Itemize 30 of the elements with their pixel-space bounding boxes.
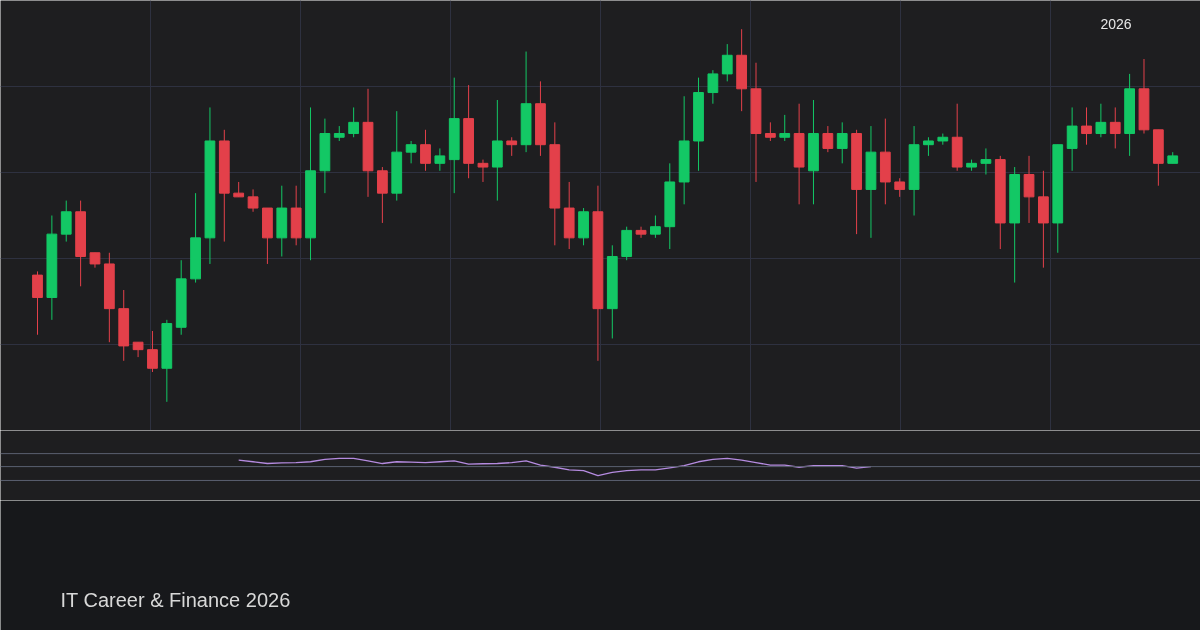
candlestick <box>376 166 388 224</box>
candlestick <box>707 69 719 105</box>
candlestick <box>1109 106 1121 149</box>
candlestick <box>822 125 834 153</box>
candlestick <box>1023 155 1035 224</box>
candlestick <box>348 106 360 138</box>
candlestick <box>635 226 647 239</box>
candlestick <box>1081 106 1092 146</box>
text: IT Career & Finance 2026 <box>60 588 291 611</box>
candlestick <box>477 159 489 183</box>
candlestick <box>434 147 446 172</box>
candlestick <box>923 136 934 157</box>
annotation: 2026 <box>1100 15 1132 32</box>
candlestick <box>1095 103 1107 138</box>
candlestick <box>779 114 791 142</box>
candlestick <box>894 177 906 198</box>
candlestick <box>247 188 259 213</box>
candlestick <box>721 43 733 82</box>
candlestick <box>506 136 518 157</box>
candlestick <box>764 121 776 142</box>
candlestick <box>132 341 144 358</box>
candlestick <box>60 200 72 243</box>
candlestick <box>147 330 158 373</box>
candlestick <box>405 140 417 164</box>
candlestick <box>836 121 848 164</box>
candlestick <box>980 147 992 176</box>
candlestick <box>1066 106 1078 172</box>
candlestick <box>32 270 43 336</box>
candlestick <box>420 129 431 172</box>
candlestick <box>650 215 661 239</box>
